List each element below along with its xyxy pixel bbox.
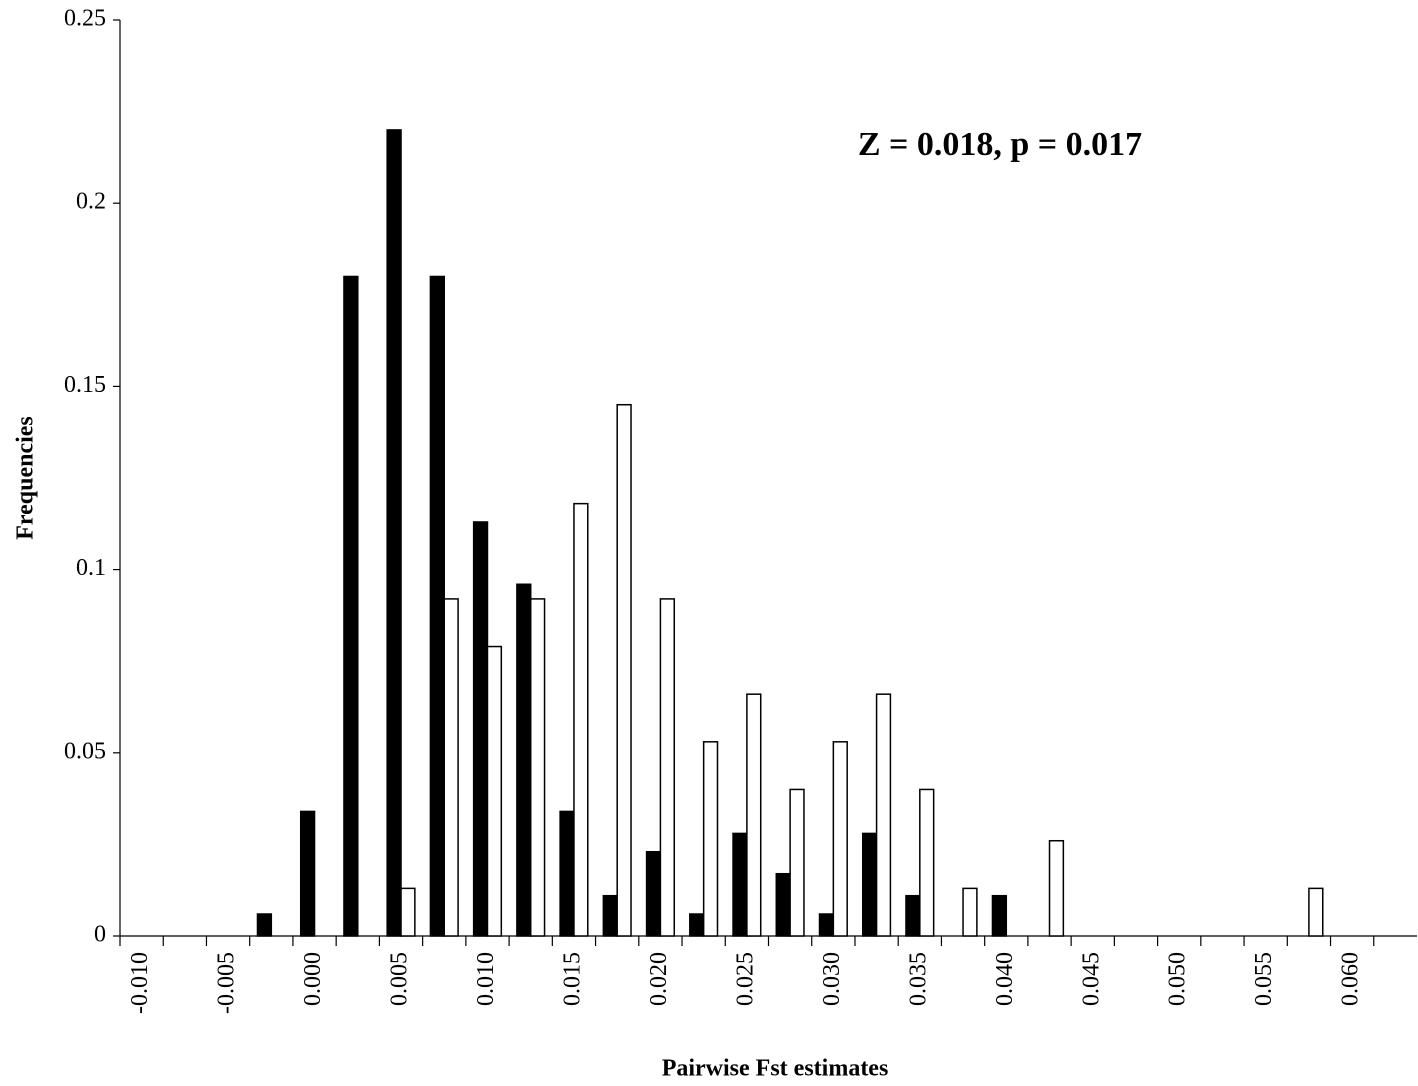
bar xyxy=(616,403,632,937)
x-tick-label: 0.025 xyxy=(732,952,758,1006)
bar xyxy=(991,894,1008,937)
bar xyxy=(818,913,835,937)
bar xyxy=(659,598,676,937)
x-tick-label: 0.060 xyxy=(1338,952,1364,1006)
bar xyxy=(429,275,446,937)
y-tick-label: 0.1 xyxy=(76,555,106,581)
bar xyxy=(573,502,589,937)
bar xyxy=(732,832,748,937)
y-tick-label: 0 xyxy=(94,922,106,948)
bar xyxy=(702,741,719,937)
bar xyxy=(875,693,892,937)
bar xyxy=(789,788,805,937)
bar xyxy=(1048,839,1065,937)
bar xyxy=(919,788,935,937)
y-tick-label: 0.2 xyxy=(76,189,106,215)
x-tick-label: 0.010 xyxy=(473,952,499,1006)
x-tick-label: 0.000 xyxy=(300,952,326,1006)
bar xyxy=(443,598,459,937)
bar xyxy=(400,887,416,937)
bar xyxy=(559,810,575,937)
x-tick-label: 0.045 xyxy=(1078,952,1104,1006)
x-tick-label: 0.050 xyxy=(1165,952,1191,1006)
y-tick-label: 0.25 xyxy=(64,6,106,32)
bar xyxy=(472,521,489,937)
bar xyxy=(832,741,848,937)
bar xyxy=(486,645,503,937)
bar xyxy=(516,583,532,937)
annotation: Z = 0.018, p = 0.017 xyxy=(858,126,1142,163)
bar xyxy=(746,693,762,937)
bar xyxy=(962,887,978,937)
bar xyxy=(775,872,791,937)
x-tick-label: 0.015 xyxy=(559,952,585,1006)
bar xyxy=(689,913,705,937)
x-tick-label: -0.010 xyxy=(127,952,153,1014)
x-tick-label: 0.055 xyxy=(1251,952,1277,1006)
y-tick-label: 0.15 xyxy=(64,372,106,398)
bar xyxy=(905,894,921,937)
x-axis-title: Pairwise Fst estimates xyxy=(662,1056,889,1082)
bar xyxy=(645,850,662,937)
x-tick-label: -0.005 xyxy=(214,952,240,1014)
bar xyxy=(529,598,546,937)
x-tick-label: 0.020 xyxy=(646,952,672,1006)
y-tick-label: 0.05 xyxy=(64,738,106,764)
bar xyxy=(861,832,878,937)
bar xyxy=(386,129,402,937)
x-tick-label: 0.035 xyxy=(905,952,931,1006)
x-tick-label: 0.030 xyxy=(819,952,845,1006)
bar xyxy=(299,810,316,937)
bar xyxy=(343,275,359,937)
x-tick-label: 0.040 xyxy=(992,952,1018,1006)
x-tick-label: 0.005 xyxy=(387,952,413,1006)
bar xyxy=(602,894,618,937)
y-axis-title: Frequencies xyxy=(13,416,39,540)
bar xyxy=(1308,887,1324,937)
bar xyxy=(256,913,273,937)
